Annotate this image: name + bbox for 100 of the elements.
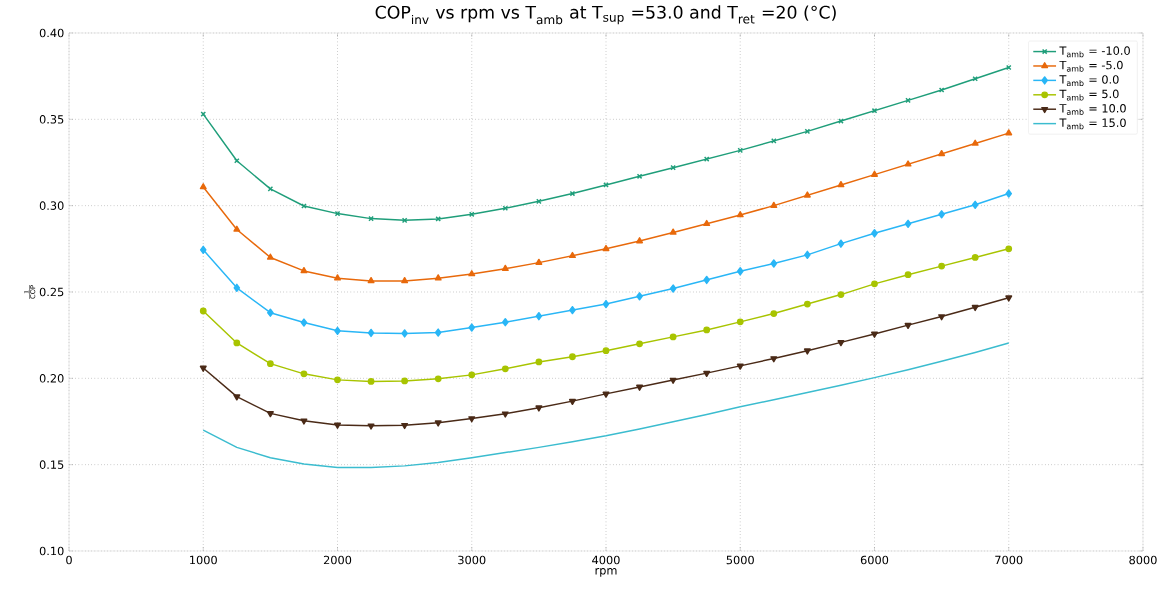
point xyxy=(770,259,778,268)
point xyxy=(1005,245,1013,253)
point xyxy=(199,307,207,315)
point xyxy=(870,331,879,338)
legend-label: T$_{amb}$ = 5.0 xyxy=(1059,89,1119,101)
point xyxy=(569,305,576,315)
x-axis-title: rpm xyxy=(595,568,617,577)
point xyxy=(703,275,711,285)
point xyxy=(636,292,643,301)
x-tick-label: 0 xyxy=(66,555,72,565)
x-tick-label: 1000 xyxy=(190,555,217,565)
legend-label: T$_{amb}$ = 10.0 xyxy=(1059,104,1126,115)
point xyxy=(300,418,308,425)
point xyxy=(301,203,307,209)
point xyxy=(837,239,845,248)
point xyxy=(602,299,610,309)
point xyxy=(468,371,476,379)
point xyxy=(535,258,543,265)
point xyxy=(904,271,912,279)
legend-label: T$_{amb}$ = 0.0 xyxy=(1059,75,1119,87)
point xyxy=(703,370,711,378)
legend-label: T$_{amb}$ = -5.0 xyxy=(1059,60,1123,72)
point xyxy=(971,200,979,209)
point xyxy=(468,416,476,423)
x-tick-label: 3000 xyxy=(458,555,486,565)
point xyxy=(838,118,844,124)
point xyxy=(401,377,409,385)
point xyxy=(803,300,811,308)
point xyxy=(703,219,711,227)
point xyxy=(568,398,576,406)
point xyxy=(1005,129,1013,136)
point xyxy=(804,250,811,260)
point xyxy=(804,128,811,135)
point xyxy=(267,308,274,317)
x-tick-label: 2000 xyxy=(323,555,352,565)
point xyxy=(501,264,509,272)
y-tick-label: 0.20 xyxy=(39,374,64,383)
point xyxy=(803,348,811,355)
y-tick-label: 0.15 xyxy=(39,460,64,469)
point xyxy=(233,339,241,347)
point xyxy=(971,139,979,146)
y-tick-label: 0.10 xyxy=(39,546,64,556)
point xyxy=(636,237,644,244)
point xyxy=(568,251,576,259)
point xyxy=(300,370,308,378)
point xyxy=(971,254,979,261)
point xyxy=(233,394,241,401)
point xyxy=(569,353,576,361)
y-tick-label: 0.25 xyxy=(39,287,64,297)
y-tick-label: 0.35 xyxy=(39,115,64,124)
point xyxy=(334,326,341,336)
point xyxy=(602,391,610,398)
point xyxy=(904,160,912,167)
point xyxy=(636,340,643,348)
y-tick-label: 0.40 xyxy=(39,28,64,38)
point xyxy=(535,405,543,412)
point xyxy=(468,323,476,332)
point xyxy=(938,262,946,270)
point xyxy=(736,318,744,326)
x-tick-label: 4000 xyxy=(592,555,620,565)
point xyxy=(434,375,442,383)
point xyxy=(904,322,912,330)
point xyxy=(434,420,442,427)
point xyxy=(770,201,778,208)
point xyxy=(837,180,845,188)
point xyxy=(603,182,609,188)
chart-title: COP$_{inv}$ vs rpm vs T$_{amb}$ at T$_{sup}$ =53.0 and T$_{ret}$ =20 (°C) xyxy=(375,5,836,25)
point xyxy=(636,384,644,391)
point xyxy=(333,422,342,429)
point xyxy=(300,266,308,274)
point xyxy=(736,267,744,276)
point xyxy=(468,270,476,277)
point xyxy=(871,229,878,238)
point xyxy=(266,411,274,418)
point xyxy=(401,329,408,338)
point xyxy=(770,356,778,363)
point xyxy=(770,310,778,317)
point xyxy=(468,211,475,218)
point xyxy=(971,304,979,312)
point xyxy=(367,277,375,284)
point xyxy=(837,340,845,347)
legend-label: T$_{amb}$ = -10.0 xyxy=(1059,46,1130,58)
point xyxy=(535,311,543,321)
x-tick-label: 6000 xyxy=(860,555,889,565)
point xyxy=(837,291,845,298)
point xyxy=(669,333,677,341)
point xyxy=(334,376,341,384)
point xyxy=(669,284,677,293)
point xyxy=(602,244,610,252)
point xyxy=(233,225,241,232)
point xyxy=(233,283,241,293)
point xyxy=(199,365,207,372)
point xyxy=(669,377,677,384)
x-tick-label: 5000 xyxy=(726,555,754,565)
point xyxy=(703,326,711,334)
point xyxy=(434,328,442,337)
point xyxy=(333,274,342,281)
point xyxy=(367,423,375,430)
point xyxy=(401,277,409,284)
point xyxy=(736,363,744,370)
